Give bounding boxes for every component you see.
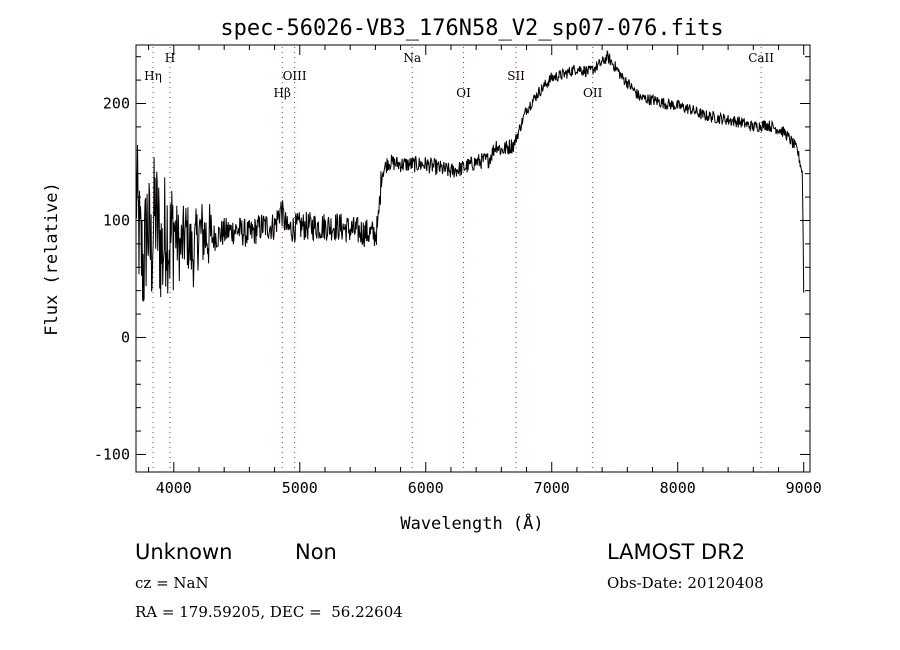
emission-line-markers: HηH Hβ OIII Na OI SII OII CaII xyxy=(144,47,774,472)
survey-name: LAMOST DR2 xyxy=(607,540,746,564)
y-tick-label: 0 xyxy=(121,328,130,346)
ra-dec: RA = 179.59205, DEC = 56.22604 xyxy=(135,603,403,621)
line-marker-label: OII xyxy=(583,86,603,100)
y-tick-label: 100 xyxy=(103,211,130,229)
x-axis: 4000 5000 6000 7000 8000 9000 xyxy=(148,45,822,497)
y-tick-label: -100 xyxy=(94,445,130,463)
plot-frame xyxy=(135,44,811,473)
x-tick-label: 8000 xyxy=(660,479,696,497)
line-marker-label: CaII xyxy=(748,51,774,65)
spectrum-line xyxy=(135,49,805,302)
line-marker-label: Hη xyxy=(144,69,162,83)
y-axis-label: Flux (relative) xyxy=(42,182,62,336)
line-marker-label: Na xyxy=(403,51,421,65)
observation-date: Obs-Date: 20120408 xyxy=(607,574,764,592)
line-marker-label: SII xyxy=(507,69,525,83)
y-axis: -100 0 100 200 xyxy=(94,56,810,463)
object-class: Unknown xyxy=(135,540,233,564)
line-marker-label: Hβ xyxy=(274,86,291,100)
x-tick-label: 7000 xyxy=(534,479,570,497)
x-axis-label: Wavelength (Å) xyxy=(400,512,543,534)
x-tick-label: 6000 xyxy=(408,479,444,497)
object-subclass: Non xyxy=(295,540,337,564)
y-tick-label: 200 xyxy=(103,94,130,112)
line-marker-label: OI xyxy=(456,86,471,100)
x-tick-label: 4000 xyxy=(156,479,192,497)
line-marker-label: H xyxy=(165,51,175,65)
line-marker-label: OIII xyxy=(283,69,307,83)
x-tick-label: 9000 xyxy=(786,479,822,497)
redshift-cz: cz = NaN xyxy=(135,574,209,592)
x-tick-label: 5000 xyxy=(282,479,318,497)
chart-title: spec-56026-VB3_176N58_V2_sp07-076.fits xyxy=(220,16,723,41)
